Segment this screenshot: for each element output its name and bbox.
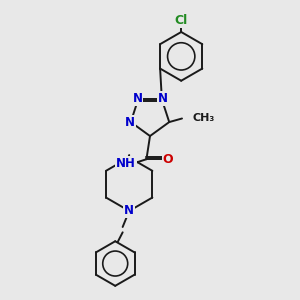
Text: CH₃: CH₃ bbox=[192, 113, 214, 124]
Text: Cl: Cl bbox=[175, 14, 188, 27]
Text: O: O bbox=[163, 153, 173, 166]
Text: N: N bbox=[124, 204, 134, 218]
Text: N: N bbox=[133, 92, 142, 105]
Text: N: N bbox=[158, 92, 167, 105]
Text: N: N bbox=[124, 116, 135, 129]
Text: NH: NH bbox=[116, 157, 136, 170]
